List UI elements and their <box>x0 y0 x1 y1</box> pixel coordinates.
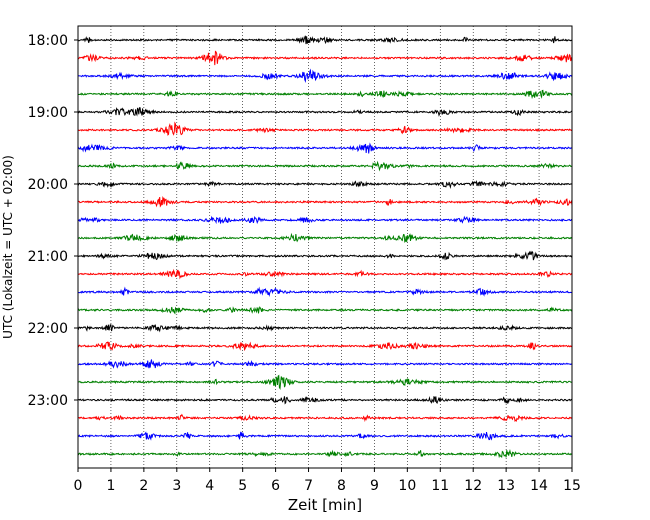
trace-2015 <box>77 195 573 208</box>
x-tick-label: 5 <box>238 478 247 494</box>
x-tick-label: 10 <box>398 478 416 494</box>
trace-2000 <box>77 180 573 190</box>
y-tick-label: 21:00 <box>28 249 68 265</box>
trace-2030 <box>77 215 573 225</box>
traces <box>77 35 573 459</box>
plot-frame <box>77 25 573 469</box>
y-tick-label: 19:00 <box>28 105 68 121</box>
x-tick-label: 8 <box>337 478 346 494</box>
x-axis-label: Zeit [min] <box>288 496 362 514</box>
trace-2330 <box>77 431 573 441</box>
x-tick-label: 3 <box>172 478 181 494</box>
y-tick-label: 23:00 <box>28 393 68 409</box>
x-tick-label: 4 <box>205 478 214 494</box>
x-axis: 0 1 2 3 4 5 6 7 8 9 10 11 12 13 14 15 <box>74 468 581 494</box>
y-tick-label: 20:00 <box>28 177 68 193</box>
trace-1800 <box>77 35 573 45</box>
trace-2115 <box>77 268 573 280</box>
x-tick-label: 7 <box>304 478 313 494</box>
trace-2200 <box>77 324 573 333</box>
trace-2100 <box>77 250 573 261</box>
trace-2130 <box>77 286 573 298</box>
x-tick-label: 1 <box>106 478 115 494</box>
x-tick-label: 13 <box>497 478 515 494</box>
trace-2245 <box>77 374 573 391</box>
trace-2300 <box>77 395 573 405</box>
trace-1900 <box>77 107 573 117</box>
y-axis: 18:00 19:00 20:00 21:00 22:00 23:00 <box>28 33 78 409</box>
trace-1915 <box>77 121 573 136</box>
plot-background <box>78 26 572 468</box>
x-tick-label: 15 <box>563 478 581 494</box>
trace-2315 <box>77 413 573 423</box>
x-tick-label: 14 <box>530 478 548 494</box>
trace-2215 <box>77 341 573 352</box>
x-tick-label: 12 <box>464 478 482 494</box>
trace-1815 <box>77 50 573 66</box>
y-axis-label: UTC (Lokalzeit = UTC + 02:00) <box>1 155 15 339</box>
y-tick-label: 22:00 <box>28 321 68 337</box>
trace-2345 <box>77 449 573 459</box>
x-tick-label: 0 <box>74 478 83 494</box>
x-tick-label: 9 <box>370 478 379 494</box>
trace-1930 <box>77 142 573 154</box>
trace-1830 <box>77 68 573 84</box>
trace-2230 <box>77 359 573 369</box>
trace-1845 <box>77 89 573 100</box>
x-tick-label: 6 <box>271 478 280 494</box>
trace-2045 <box>77 232 573 243</box>
x-tick-label: 11 <box>431 478 449 494</box>
trace-1945 <box>77 160 573 172</box>
x-tick-label: 2 <box>139 478 148 494</box>
y-tick-label: 18:00 <box>28 33 68 49</box>
trace-2145 <box>77 306 573 315</box>
